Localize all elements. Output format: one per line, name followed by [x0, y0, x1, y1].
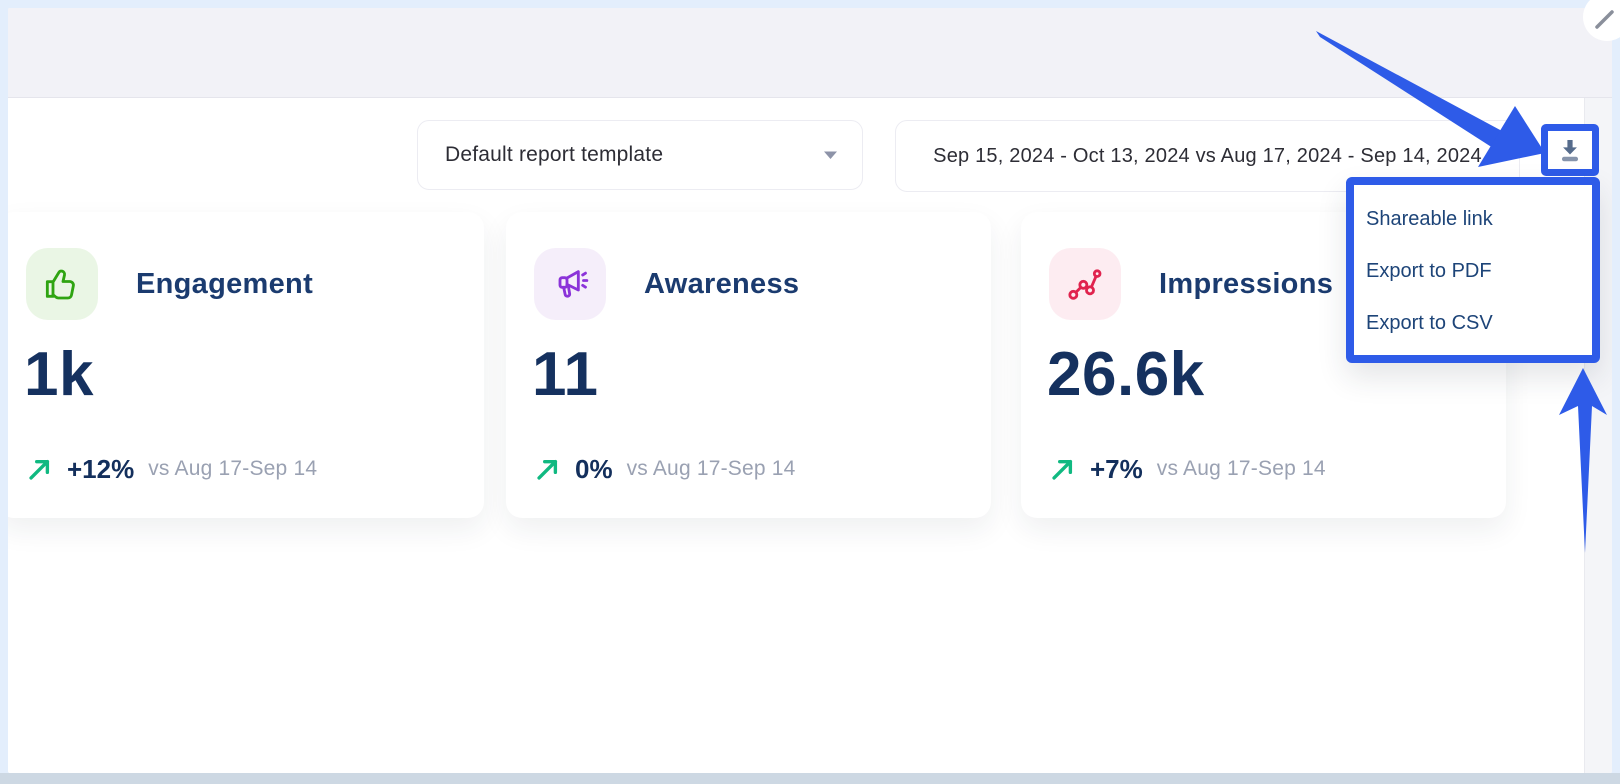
card-value: 1k — [24, 340, 94, 409]
menu-item-export-csv[interactable]: Export to CSV — [1366, 311, 1493, 334]
card-comparison: vs Aug 17-Sep 14 — [1156, 457, 1326, 480]
report-template-value: Default report template — [445, 143, 664, 166]
card-title: Engagement — [136, 267, 314, 300]
card-title: Awareness — [644, 267, 800, 300]
card-value: 11 — [532, 340, 599, 409]
date-range-value: Sep 15, 2024 - Oct 13, 2024 vs Aug 17, 2… — [933, 144, 1482, 167]
arrow-up-right-icon — [1052, 459, 1073, 480]
arrow-up-right-icon — [537, 459, 558, 480]
megaphone-icon — [534, 248, 606, 320]
thumbs-up-icon — [26, 248, 98, 320]
arrow-up-right-icon — [29, 459, 50, 480]
chevron-down-icon — [824, 151, 837, 159]
menu-item-export-pdf[interactable]: Export to PDF — [1366, 259, 1492, 282]
export-menu: Shareable link Export to PDF Export to C… — [1346, 177, 1600, 363]
export-button[interactable] — [1541, 124, 1599, 176]
card-title: Impressions — [1159, 267, 1334, 300]
metric-card-awareness: Awareness 11 0% vs Aug 17-Sep 14 — [506, 212, 991, 518]
menu-item-shareable-link[interactable]: Shareable link — [1366, 207, 1493, 230]
share-nodes-icon — [1049, 248, 1121, 320]
report-template-select[interactable]: Default report template — [417, 120, 863, 190]
card-delta: 0% — [575, 453, 613, 484]
card-value: 26.6k — [1047, 340, 1205, 409]
card-delta: +7% — [1090, 453, 1143, 484]
top-strip — [8, 8, 1612, 98]
app-window: Default report template Sep 15, 2024 - O… — [8, 8, 1612, 773]
window-frame-bottom — [0, 773, 1620, 784]
card-comparison: vs Aug 17-Sep 14 — [626, 457, 796, 480]
card-comparison: vs Aug 17-Sep 14 — [148, 457, 318, 480]
card-delta: +12% — [67, 453, 135, 484]
download-icon — [1561, 140, 1579, 162]
metric-card-engagement: Engagement 1k +12% vs Aug 17-Sep 14 — [8, 212, 484, 518]
